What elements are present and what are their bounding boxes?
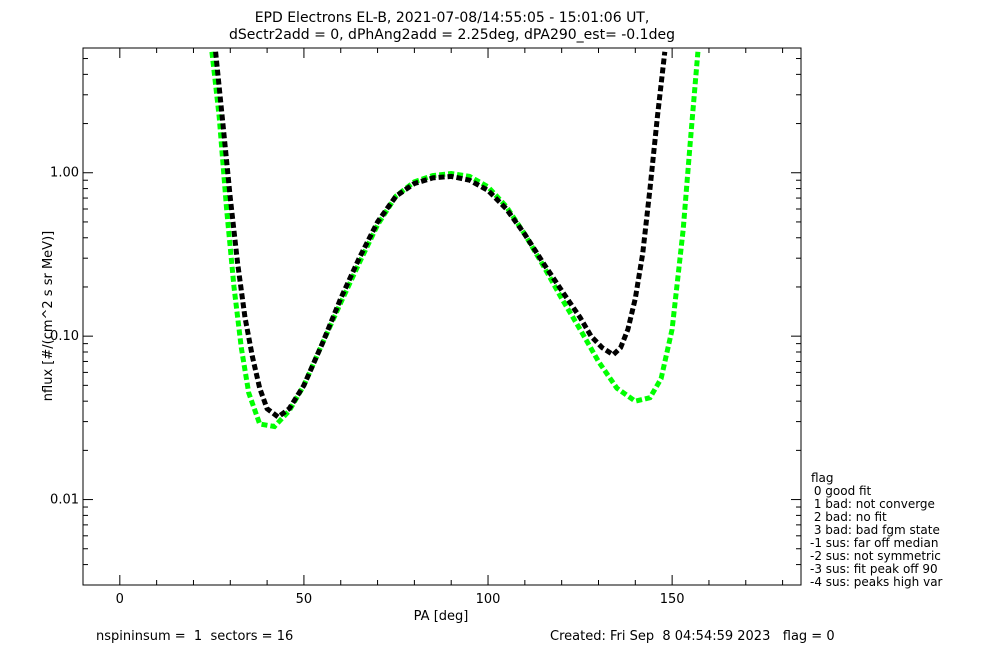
y-axis-label: nflux [#/(cm^2 s sr MeV)] <box>41 231 56 401</box>
legend-item: 2 bad: no fit <box>810 510 887 524</box>
axes-layer: 0 50 100 150 0.01 0.10 1.00 <box>50 48 801 607</box>
y-tick-label: 0.10 <box>50 329 79 344</box>
fit-curve <box>209 51 701 430</box>
x-tick-label: 50 <box>296 592 313 607</box>
chart-title-line1: EPD Electrons EL-B, 2021-07-08/14:55:05 … <box>255 10 650 26</box>
x-axis-label: PA [deg] <box>414 609 469 624</box>
footer-left: nspininsum = 1 sectors = 16 <box>96 629 293 644</box>
legend-item: 3 bad: bad fgm state <box>810 523 940 537</box>
fit-curve <box>213 51 668 421</box>
x-tick-label: 150 <box>660 592 685 607</box>
y-tick-label: 1.00 <box>50 166 79 181</box>
legend-item: -1 sus: far off median <box>810 536 938 550</box>
legend-item: -2 sus: not symmetric <box>810 549 941 563</box>
legend-item: 1 bad: not converge <box>810 497 935 511</box>
chart-title-line2: dSectr2add = 0, dPhAng2add = 2.25deg, dP… <box>229 27 675 43</box>
legend-item: 0 good fit <box>810 484 872 498</box>
x-tick-label: 100 <box>476 592 501 607</box>
plot-frame <box>82 47 802 586</box>
footer-right: Created: Fri Sep 8 04:54:59 2023 flag = … <box>550 629 835 644</box>
x-tick-label: 0 <box>116 592 124 607</box>
legend: flag 0 good fit 1 bad: not converge 2 ba… <box>810 471 943 589</box>
legend-item: -4 sus: peaks high var <box>810 575 943 589</box>
legend-title: flag <box>811 471 834 485</box>
y-tick-label: 0.01 <box>50 493 79 508</box>
data-layer <box>209 51 701 430</box>
legend-item: -3 sus: fit peak off 90 <box>810 562 938 576</box>
